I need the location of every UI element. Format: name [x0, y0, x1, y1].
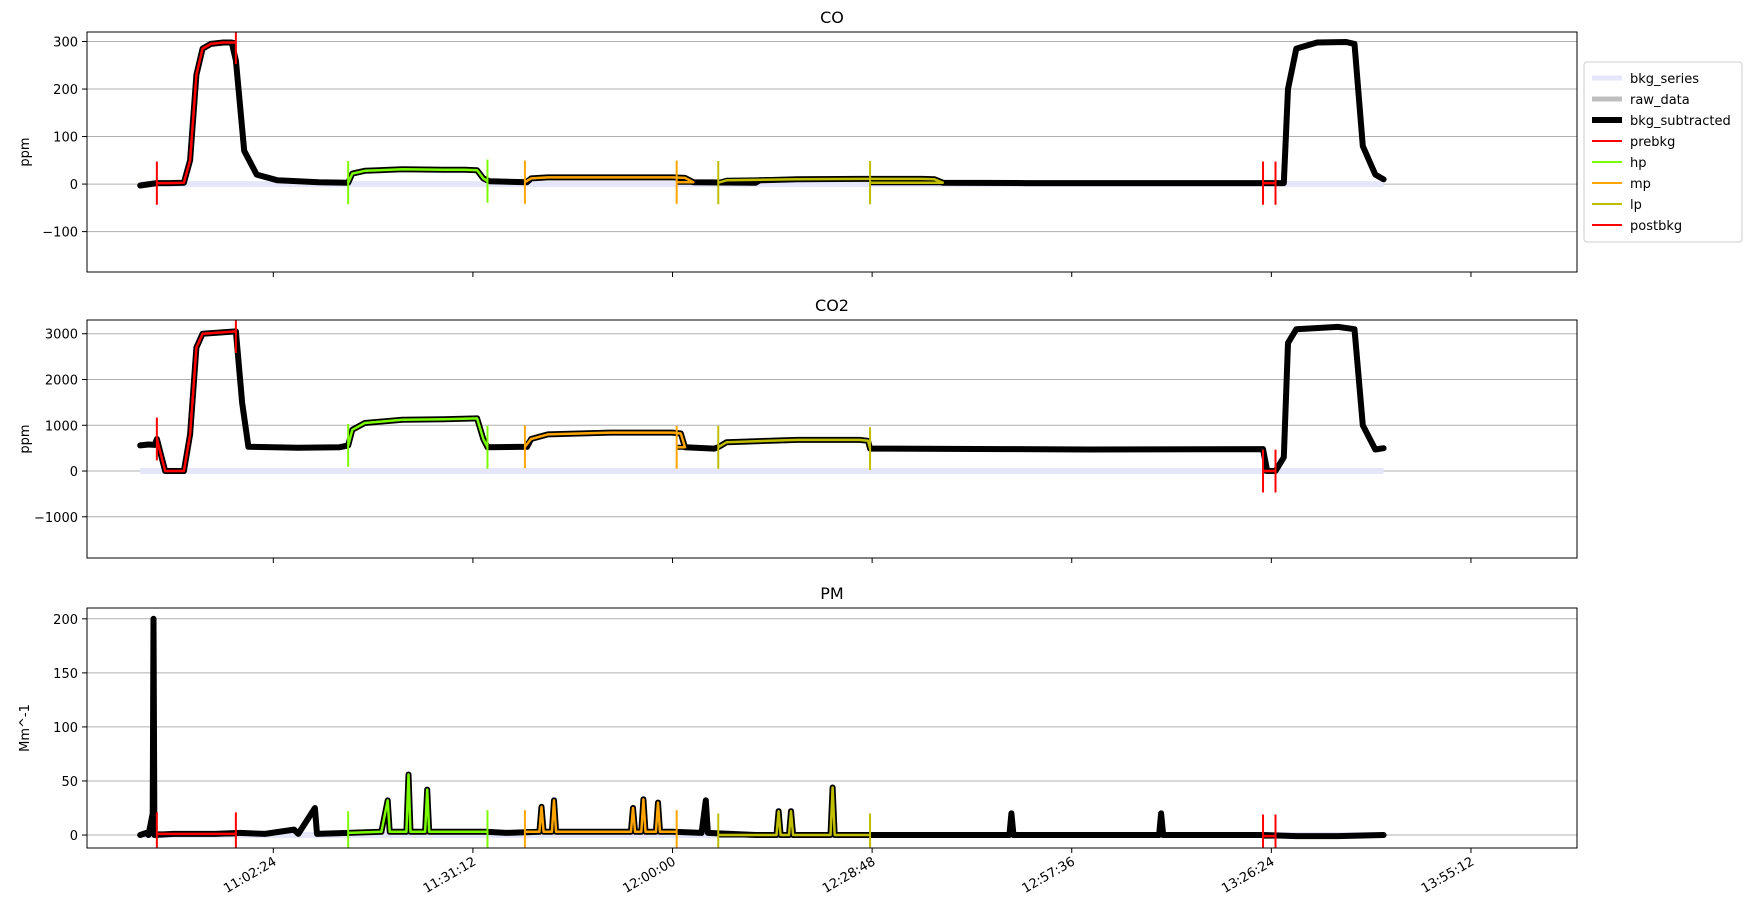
series-hp-outline — [348, 772, 488, 836]
series-lp — [717, 177, 945, 184]
series-mp — [524, 798, 677, 834]
legend-label: bkg_series — [1630, 72, 1699, 87]
y-tick-label: 0 — [70, 465, 78, 480]
y-tick-label: 100 — [53, 131, 78, 146]
y-tick-label: −100 — [42, 226, 78, 241]
plot-area — [137, 615, 1387, 848]
y-tick-label: 100 — [53, 721, 78, 736]
x-tick-label: 11:31:12 — [421, 854, 479, 896]
x-tick-label: 12:28:48 — [820, 854, 878, 896]
y-tick-label: 0 — [70, 178, 78, 193]
series-prebkg — [156, 41, 236, 185]
series-mp — [523, 431, 687, 449]
axes-frame — [86, 607, 1578, 849]
legend-label: raw_data — [1630, 93, 1690, 108]
series-lp — [718, 786, 871, 837]
y-tick-label: 50 — [61, 775, 78, 790]
y-tick-label: 1000 — [45, 419, 78, 434]
chart-title: CO2 — [815, 296, 849, 315]
axes-frame — [86, 31, 1578, 273]
legend-label: prebkg — [1630, 135, 1675, 150]
legend-label: lp — [1630, 198, 1642, 213]
x-tick-label: 12:57:36 — [1020, 854, 1078, 896]
legend-label: postbkg — [1630, 219, 1682, 234]
legend-box — [1583, 61, 1743, 243]
y-axis-label: ppm — [18, 424, 33, 453]
series-hp — [346, 417, 489, 448]
legend-label: bkg_subtracted — [1630, 114, 1731, 129]
series-mp-outline — [524, 796, 677, 835]
series-lp-outline — [718, 785, 871, 838]
legend-label: hp — [1630, 156, 1647, 171]
series-hp — [347, 168, 489, 184]
x-tick-label: 11:02:24 — [221, 854, 279, 896]
x-tick-label: 12:00:00 — [620, 854, 678, 896]
y-tick-label: 0 — [70, 829, 78, 844]
panel-pm: PM 0 50 100 150 200 Mm^-1 11:02:24 11:31:12 12:00… — [18, 584, 1578, 897]
chart-title: CO — [820, 8, 844, 27]
plot-area — [137, 32, 1387, 205]
plot-area — [137, 320, 1387, 493]
series-mp — [524, 176, 695, 184]
y-tick-label: 300 — [53, 36, 78, 51]
series-bkg-subtracted — [137, 615, 1387, 840]
y-tick-label: 2000 — [45, 374, 78, 389]
y-axis-label: ppm — [18, 137, 33, 166]
y-tick-label: 150 — [53, 667, 78, 682]
series-bkg-subtracted — [137, 323, 1387, 474]
chart-title: PM — [820, 584, 843, 603]
axes-frame — [86, 319, 1578, 559]
legend-label: mp — [1630, 177, 1651, 192]
series-hp — [348, 773, 488, 835]
x-tick-label: 13:55:12 — [1419, 854, 1477, 896]
series-lp — [717, 438, 872, 449]
y-tick-label: 3000 — [45, 328, 78, 343]
series-prebkg — [155, 330, 236, 473]
y-tick-label: −1000 — [34, 511, 78, 526]
panel-co: CO −100 0 100 200 300 ppm — [18, 8, 1578, 277]
y-axis-label: Mm^-1 — [18, 704, 33, 752]
y-tick-label: 200 — [53, 613, 78, 628]
series-bkg-subtracted — [137, 39, 1387, 189]
x-tick-label: 13:26:24 — [1219, 854, 1277, 896]
panel-co2: CO2 −1000 0 1000 2000 3000 ppm — [18, 296, 1578, 563]
y-tick-label: 200 — [53, 83, 78, 98]
